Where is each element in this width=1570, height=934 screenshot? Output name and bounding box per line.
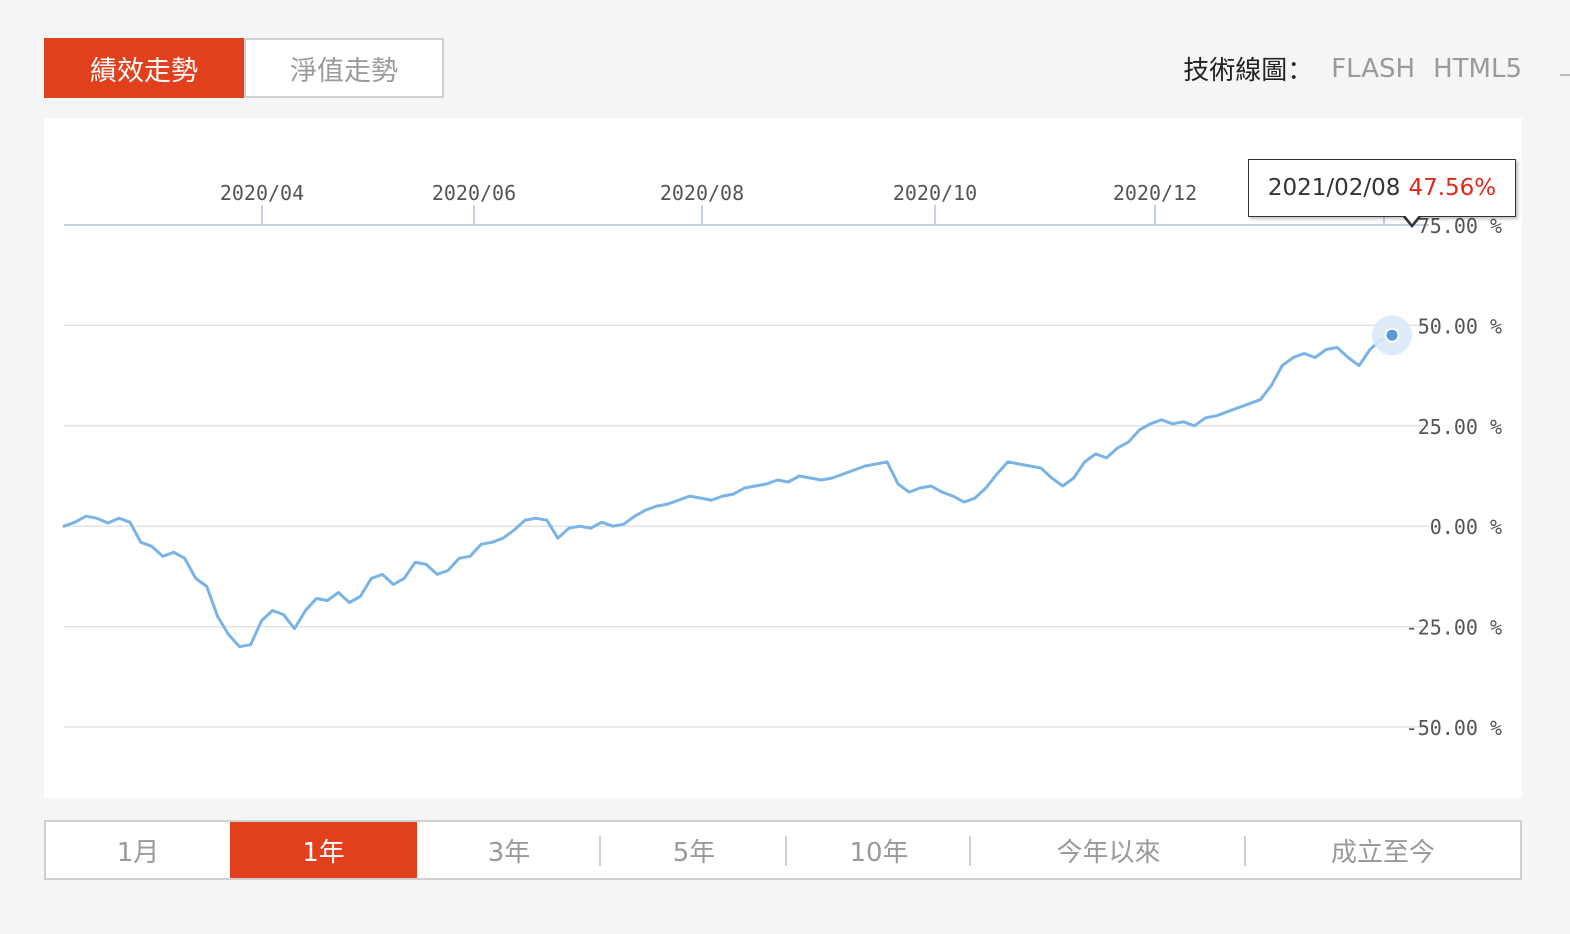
tab-nav[interactable]: 淨值走勢 (244, 38, 444, 98)
performance-line (62, 333, 1394, 649)
tech-option-flash[interactable]: FLASH (1331, 53, 1416, 84)
x-tick-label: 2020/10 (893, 181, 977, 205)
y-tick-label: 75.00 % (1418, 214, 1502, 238)
range-3y-label: 3年 (487, 837, 531, 868)
tech-chart-label: 技術線圖： (1183, 56, 1314, 86)
chart-svg: 75.00 % 50.00 % 25.00 % 0.00 % -25.00 % -50.0… (62, 181, 1502, 740)
tooltip-value: 47.56% (1408, 175, 1497, 201)
range-1y-label: 1年 (302, 837, 345, 868)
y-tick-label: 25.00 % (1418, 415, 1502, 439)
range-5y[interactable]: 5年 (601, 822, 787, 878)
y-tick-label: 0.00 % (1430, 515, 1502, 539)
range-3y[interactable]: 3年 (417, 822, 601, 878)
range-separator (599, 836, 601, 866)
performance-chart: 75.00 % 50.00 % 25.00 % 0.00 % -25.00 % -50.0… (44, 118, 1522, 798)
x-tick-label: 2020/06 (432, 181, 516, 205)
y-tick-label: -50.00 % (1406, 716, 1502, 740)
range-1m-label: 1月 (116, 837, 160, 868)
chart-mode-tabs: 績效走勢 淨值走勢 (44, 38, 444, 98)
range-separator (1244, 836, 1246, 866)
range-1y[interactable]: 1年 (230, 822, 417, 878)
range-10y-label: 10年 (849, 837, 909, 868)
x-tick-label: 2020/04 (220, 181, 304, 205)
range-ytd-label: 今年以來 (1056, 837, 1161, 868)
tooltip-arrow (1402, 214, 1422, 228)
range-separator (785, 836, 787, 866)
x-tick-label: 2020/08 (660, 181, 744, 205)
y-tick-label: 50.00 % (1418, 314, 1502, 338)
range-separator (969, 836, 971, 866)
tech-option-html5[interactable]: HTML5 (1433, 53, 1522, 84)
range-5y-label: 5年 (672, 837, 716, 868)
range-1m[interactable]: 1月 (46, 822, 230, 878)
range-ytd[interactable]: 今年以來 (971, 822, 1246, 878)
range-since-inception-label: 成立至今 (1330, 837, 1435, 868)
hover-point (1384, 327, 1400, 343)
tab-performance[interactable]: 績效走勢 (44, 38, 244, 98)
range-since-inception[interactable]: 成立至今 (1246, 822, 1520, 878)
tech-chart-selector: 技術線圖： FLASH HTML5 (1183, 50, 1522, 87)
tooltip-date: 2021/02/08 (1267, 175, 1401, 201)
time-range-selector: 1月 1年 3年 5年 10年 今年以來 成立至今 (44, 820, 1522, 880)
chart-tooltip: 2021/02/08 47.56% (1248, 159, 1516, 217)
edge-divider (1560, 74, 1570, 76)
range-10y[interactable]: 10年 (787, 822, 971, 878)
x-tick-label: 2020/12 (1113, 181, 1197, 205)
y-tick-label: -25.00 % (1406, 616, 1502, 640)
